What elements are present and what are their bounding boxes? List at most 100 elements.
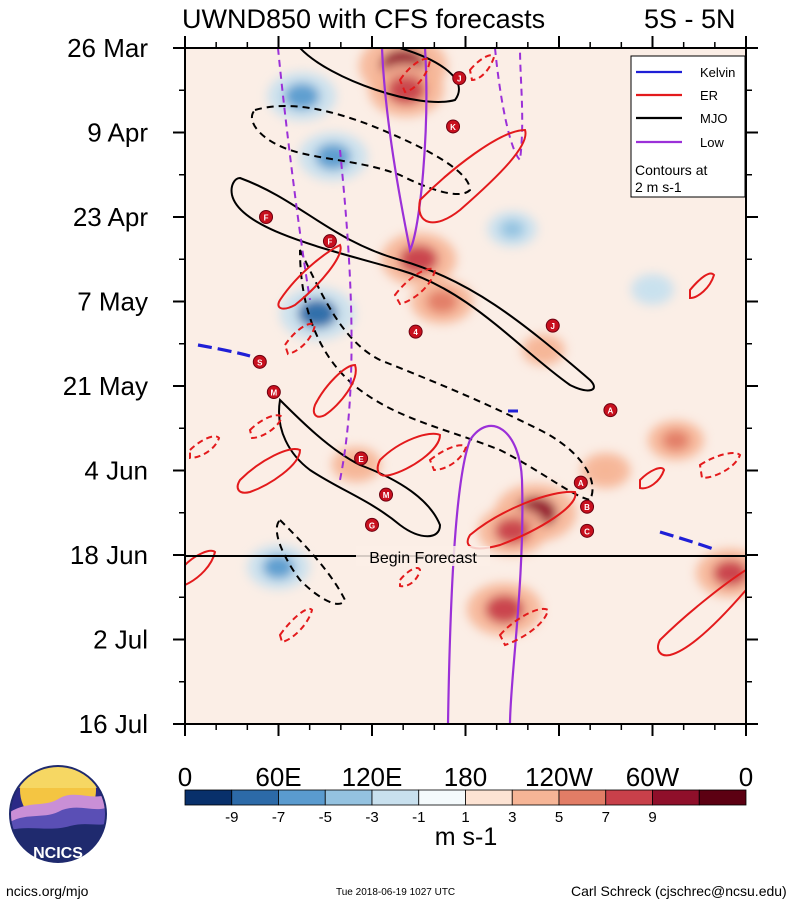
storm-marker [580, 523, 595, 538]
axis-ticks: 26 Mar 9 Apr 23 Apr 7 May 21 May 4 Jun 18 Jun 2… [63, 33, 758, 792]
anomaly-core [661, 429, 690, 451]
mjo-contour [230, 176, 595, 392]
storm-label: K [450, 123, 456, 132]
er-contour [468, 54, 496, 82]
er-contour [698, 452, 742, 480]
x-tick-label: 60E [255, 762, 301, 792]
colorbar-segment [278, 789, 326, 806]
x-tick-label: 60W [626, 762, 680, 792]
legend: Kelvin ER MJO Low Contours at 2 m s-1 [630, 55, 746, 198]
storm-marker [252, 354, 267, 369]
legend-label-low: Low [700, 135, 724, 150]
colorbar-units: m s-1 [435, 823, 498, 851]
x-tick-label: 0 [739, 762, 753, 792]
storm-marker [365, 517, 379, 532]
anomaly-core [426, 289, 458, 314]
chart-title: UWND850 with CFS forecasts [182, 4, 546, 34]
legend-label-mjo: MJO [700, 111, 727, 126]
logo-text: NCICS [33, 845, 83, 862]
storm-markers: J K F F J 4 S M A E A M B C G [252, 71, 618, 538]
storm-label: M [270, 389, 277, 398]
y-tick-label: 21 May [63, 371, 148, 401]
colorbar-tick-label: -9 [225, 809, 238, 826]
colorbar-segment [698, 789, 747, 806]
kelvin-contour [197, 343, 251, 358]
low-contour [339, 149, 353, 481]
er-contour [398, 57, 432, 94]
low-contour [277, 48, 311, 301]
x-tick-label: 0 [178, 762, 192, 792]
storm-label: F [327, 238, 332, 247]
x-tick-label: 120W [525, 762, 593, 792]
er-contour [639, 467, 666, 490]
legend-note-line1: Contours at [635, 162, 707, 178]
colorbar-tick-label: 5 [555, 809, 563, 826]
colorbar-segment [371, 789, 420, 806]
er-contour [312, 363, 357, 418]
y-tick-label: 7 May [77, 287, 148, 317]
storm-label: M [383, 491, 390, 500]
storm-marker [354, 451, 369, 466]
anomaly-core [298, 299, 337, 328]
storm-label: F [264, 214, 269, 223]
colorbar-segment [324, 789, 373, 806]
storm-marker [446, 119, 461, 134]
mjo-contour [275, 518, 347, 605]
low-contour [446, 424, 524, 724]
anomaly-core [386, 75, 426, 105]
er-contour [236, 448, 302, 494]
storm-marker [573, 475, 588, 490]
anomaly-core [533, 341, 554, 358]
legend-label-kelvin: Kelvin [700, 65, 735, 80]
er-contour [277, 243, 342, 310]
colorbar-tick-label: 9 [648, 809, 656, 826]
storm-marker [408, 324, 423, 339]
colorbar-tick-label: 7 [602, 809, 610, 826]
legend-label-er: ER [700, 88, 718, 103]
er-contour [185, 549, 217, 586]
storm-marker [266, 385, 281, 400]
er-contour [376, 432, 442, 477]
mjo-contour [299, 48, 460, 103]
storm-label: J [551, 322, 555, 331]
anomaly-core [500, 219, 525, 239]
storm-marker [259, 210, 274, 224]
y-tick-label: 4 Jun [84, 456, 148, 486]
colorbar-segment [418, 789, 466, 806]
storm-label: A [608, 407, 614, 416]
anomaly-core [712, 560, 746, 587]
storm-marker [322, 234, 337, 249]
y-tick-label: 2 Jul [93, 625, 148, 655]
low-contour [380, 48, 428, 254]
y-tick-label: 9 Apr [87, 118, 148, 148]
storm-label: A [578, 479, 584, 488]
low-contour [494, 48, 524, 163]
kelvin-contour [659, 530, 717, 552]
colorbar: -9 -7 -5 -3 -1 1 3 5 7 9 [184, 789, 747, 826]
storm-marker [580, 499, 595, 514]
anomaly-core [262, 555, 295, 579]
er-contour [689, 272, 716, 300]
footer-website[interactable]: ncics.org/mjo [6, 883, 89, 899]
storm-marker [379, 487, 394, 502]
forecast-label-bg [356, 546, 490, 566]
colorbar-segment [184, 789, 233, 806]
anomaly-core [593, 461, 618, 480]
colorbar-segment [605, 789, 653, 806]
wave-contours [185, 48, 746, 724]
storm-marker [452, 71, 467, 86]
er-contour [399, 567, 422, 588]
er-contour [283, 322, 317, 356]
storm-label: 4 [413, 328, 418, 337]
anomaly-core [485, 594, 524, 624]
anomaly-core [642, 281, 663, 298]
colorbar-tick-label: 3 [508, 809, 516, 826]
x-tick-label: 120E [342, 762, 403, 792]
footer-timestamp: Tue 2018-06-19 1027 UTC [336, 887, 456, 898]
er-contour [418, 128, 527, 224]
storm-label: J [457, 75, 461, 84]
y-tick-label: 26 Mar [67, 33, 148, 63]
colorbar-tick-label: 1 [461, 809, 469, 826]
y-tick-label: 16 Jul [79, 709, 148, 739]
region-label: 5S - 5N [644, 4, 736, 34]
